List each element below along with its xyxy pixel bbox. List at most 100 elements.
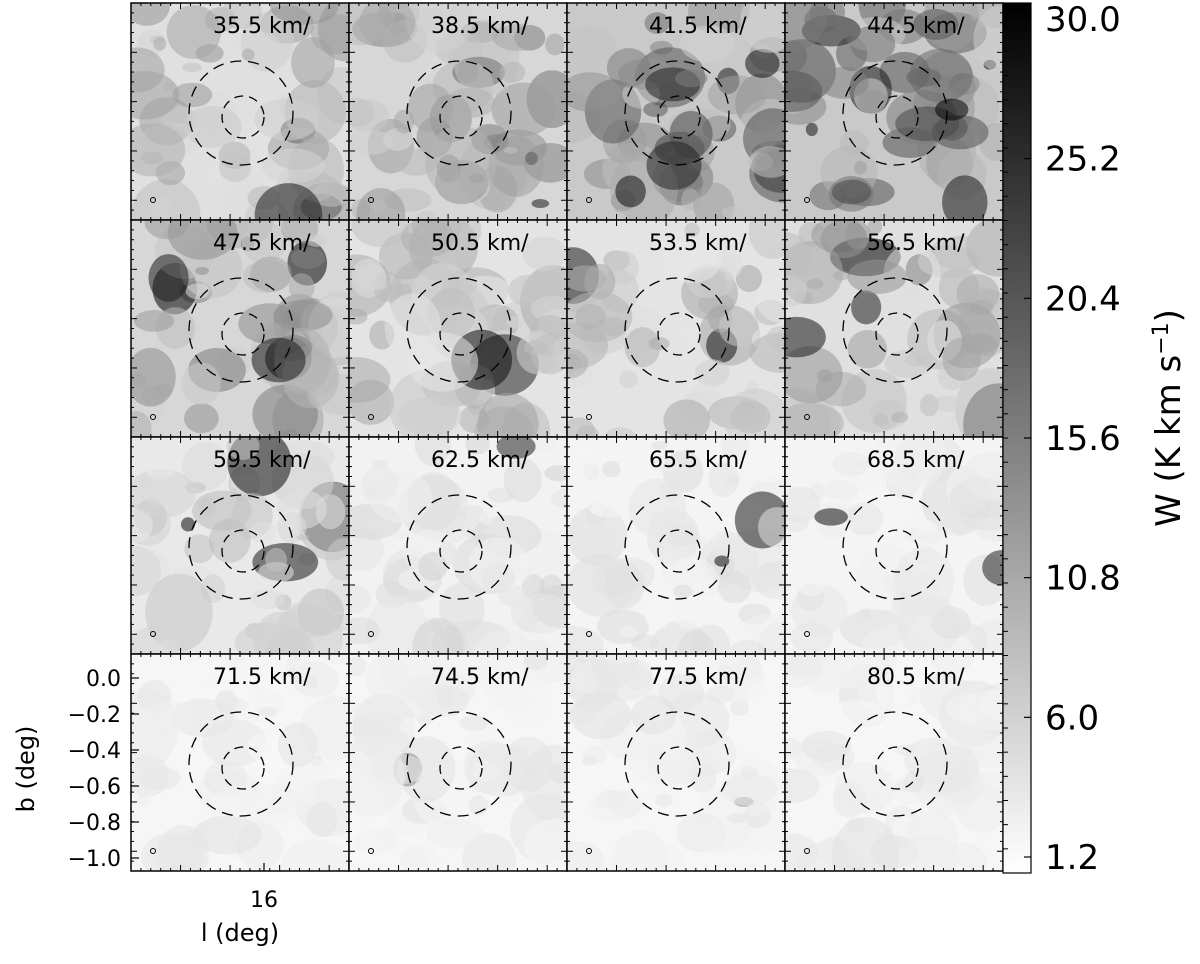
channel-panel (566, 2, 786, 221)
outer-circle (188, 277, 294, 383)
colorbar-tick-label: 10.8 (1045, 559, 1121, 599)
emission-blob (133, 310, 175, 332)
emission-blob (742, 613, 785, 645)
emission-blob (589, 792, 631, 823)
emission-blob (131, 3, 170, 26)
y-tick-label: −0.4 (68, 739, 121, 764)
emission-texture (785, 437, 1003, 654)
emission-blob (884, 349, 932, 379)
emission-blob (183, 105, 242, 148)
velocity-label: 44.5 km/ (867, 14, 965, 39)
emission-blob (506, 316, 525, 329)
emission-texture (131, 654, 349, 871)
emission-blob (785, 3, 829, 51)
emission-blob (145, 459, 175, 480)
beam-marker (586, 197, 592, 203)
emission-blob (523, 340, 549, 356)
emission-blob (524, 818, 567, 871)
emission-blob (185, 283, 210, 300)
emission-blob (747, 677, 785, 713)
emission-blob (956, 274, 1000, 314)
emission-blob (580, 447, 594, 457)
emission-blob (496, 437, 536, 459)
beam-marker (368, 848, 374, 854)
inner-circle (221, 529, 265, 573)
y-axis-title: b (deg) (12, 726, 40, 813)
inner-circle (657, 95, 701, 139)
beam-marker (804, 197, 810, 203)
channel-panel (784, 653, 1004, 872)
beam-marker (150, 848, 156, 854)
emission-blob (412, 617, 464, 654)
emission-blob (745, 48, 780, 79)
emission-blob (924, 220, 944, 243)
emission-blob (619, 370, 638, 389)
emission-blob (550, 488, 567, 509)
emission-blob (695, 359, 730, 387)
emission-blob (955, 368, 1003, 437)
emission-blob (708, 461, 740, 498)
emission-blob (630, 695, 677, 735)
beam-marker (586, 414, 592, 420)
outer-circle (406, 277, 512, 383)
inner-circle (221, 746, 265, 790)
emission-blob (606, 48, 651, 88)
inner-circle (875, 746, 919, 790)
emission-blob (549, 763, 567, 784)
emission-blob (912, 736, 981, 816)
velocity-label: 74.5 km/ (431, 665, 529, 690)
emission-blob (250, 256, 292, 293)
velocity-label: 68.5 km/ (867, 448, 965, 473)
emission-blob (931, 395, 962, 412)
emission-blob (583, 462, 600, 481)
emission-blob (832, 451, 870, 477)
emission-blob (567, 291, 633, 343)
inner-circle (221, 312, 265, 356)
emission-blob (503, 146, 518, 154)
emission-blob (531, 685, 566, 703)
velocity-label: 53.5 km/ (649, 231, 747, 256)
emission-blob (361, 465, 399, 500)
emission-blob (833, 270, 850, 281)
emission-blob (791, 584, 848, 638)
beam-marker (368, 414, 374, 420)
emission-blob (730, 700, 749, 716)
emission-blob (680, 325, 701, 341)
emission-blob (404, 3, 473, 53)
channel-panel (784, 219, 1004, 438)
emission-blob (721, 206, 746, 220)
emission-blob (785, 359, 803, 380)
beam-marker (804, 414, 810, 420)
emission-blob (567, 72, 621, 112)
beam-marker (368, 197, 374, 203)
emission-blob (891, 412, 909, 423)
emission-blob (680, 25, 735, 63)
emission-blob (765, 326, 785, 351)
channel-panel (348, 653, 568, 872)
colorbar-tick-label: 20.4 (1045, 279, 1121, 319)
channel-panel (566, 219, 786, 438)
emission-blob (131, 123, 186, 177)
emission-blob (426, 818, 483, 849)
emission-blob (645, 846, 686, 870)
emission-blob (155, 825, 210, 871)
emission-blob (226, 437, 260, 460)
emission-blob (131, 545, 162, 597)
emission-blob (425, 125, 497, 200)
emission-texture (567, 3, 785, 220)
emission-blob (131, 70, 180, 120)
outer-circle (406, 60, 512, 166)
emission-blob (407, 398, 445, 429)
emission-blob (740, 3, 785, 53)
emission-blob (136, 794, 151, 807)
emission-blob (785, 275, 807, 307)
channel-panel (130, 653, 350, 872)
emission-blob (510, 593, 567, 634)
emission-texture (349, 220, 567, 437)
emission-blob (250, 588, 286, 610)
emission-blob (755, 276, 785, 324)
emission-blob (218, 152, 252, 183)
channel-panel (348, 2, 568, 221)
